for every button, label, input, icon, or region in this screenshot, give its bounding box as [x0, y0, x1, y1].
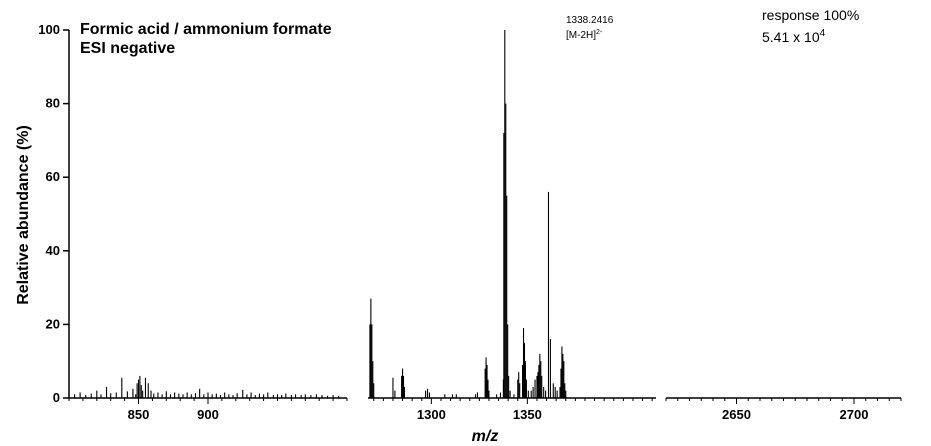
spectrum-panels: 850 900 1300 1350 2650 2700 — [68, 30, 902, 422]
y-tick-label: 0 — [53, 390, 60, 405]
x-tick-label: 1300 — [417, 407, 446, 422]
base-peak-mz-label: 1338.2416 — [566, 15, 614, 26]
x-axis-title: m/z — [472, 428, 499, 445]
y-tick-label: 60 — [46, 169, 60, 184]
spectrum-panel-1: 850 900 — [68, 375, 348, 422]
ion-formula: [M-2H] — [566, 30, 596, 41]
ion-charge-superscript: 2- — [596, 29, 603, 36]
base-peak-ion-label: [M-2H]2- — [566, 29, 603, 41]
x-tick-label: 850 — [128, 407, 150, 422]
spectrum-panel-3: 2650 2700 — [665, 397, 902, 422]
y-tick-label: 80 — [46, 96, 60, 111]
y-tick-label: 20 — [46, 316, 60, 331]
spectrum-panel-2: 1300 1350 — [368, 30, 656, 422]
y-axis-title: Relative abundance (%) — [15, 125, 32, 305]
x-tick-label: 2650 — [722, 407, 751, 422]
x-tick-label: 900 — [197, 407, 219, 422]
chart-title-line-2: ESI negative — [80, 40, 175, 57]
x-tick-label: 1350 — [513, 407, 542, 422]
response-label: response 100% — [762, 7, 859, 23]
y-axis: 0 20 40 60 80 100 — [38, 22, 70, 405]
response-exponent: 4 — [820, 28, 826, 39]
chart-title-line-1: Formic acid / ammonium formate — [80, 21, 332, 38]
response-base: 5.41 x 10 — [762, 29, 820, 45]
x-tick-label: 2700 — [840, 407, 869, 422]
y-tick-label: 40 — [46, 243, 60, 258]
y-tick-label: 100 — [38, 22, 60, 37]
response-value: 5.41 x 104 — [762, 28, 826, 45]
